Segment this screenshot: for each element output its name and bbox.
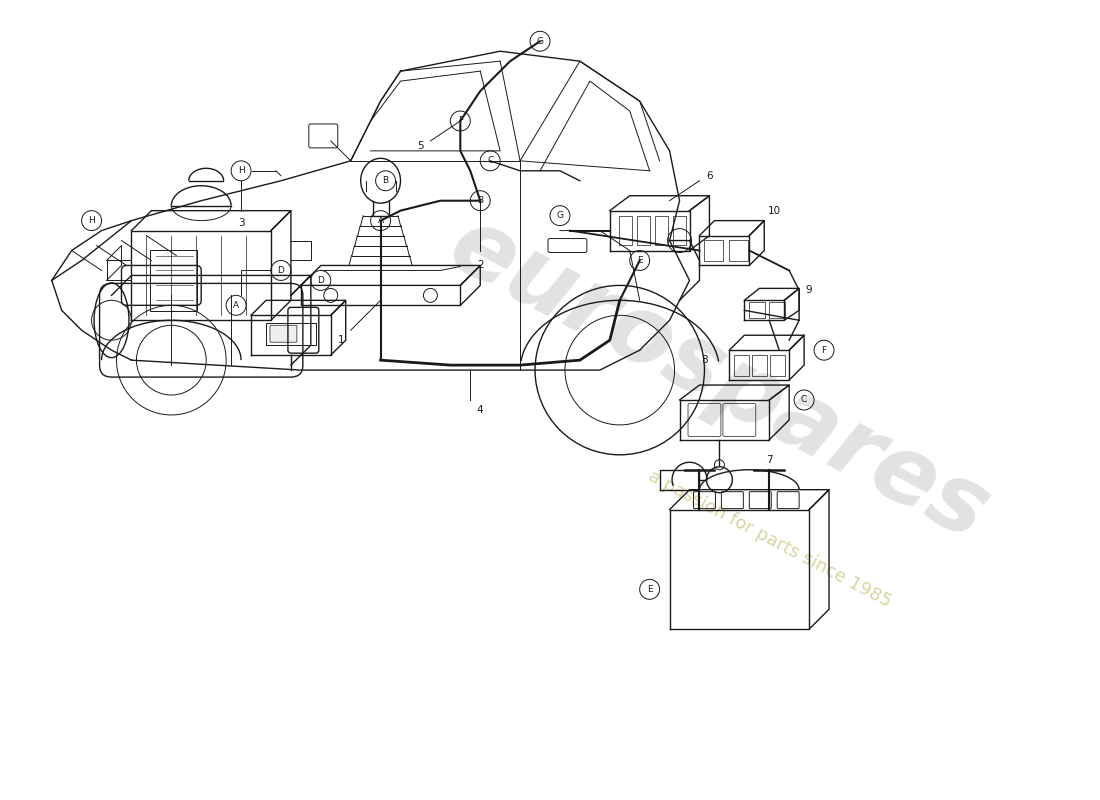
Text: a passion for parts since 1985: a passion for parts since 1985 (645, 467, 894, 611)
Text: 8: 8 (701, 355, 707, 365)
FancyBboxPatch shape (270, 326, 297, 342)
Text: H: H (88, 216, 95, 225)
Text: G: G (557, 211, 563, 220)
Text: H: H (238, 166, 244, 175)
Text: 4: 4 (477, 405, 484, 415)
Text: G: G (537, 37, 543, 46)
Text: A: A (377, 216, 384, 225)
Text: D: D (277, 266, 285, 275)
Text: 9: 9 (806, 286, 813, 295)
Text: F: F (822, 346, 826, 354)
Text: C: C (487, 156, 493, 166)
Text: E: E (647, 585, 652, 594)
Text: 7: 7 (766, 454, 772, 465)
Text: D: D (318, 276, 324, 285)
Text: 10: 10 (768, 206, 781, 216)
Text: 2: 2 (477, 261, 484, 270)
Text: F: F (458, 117, 463, 126)
Text: 5: 5 (417, 141, 424, 151)
Text: 1: 1 (338, 335, 344, 346)
Text: B: B (383, 176, 388, 186)
Text: E: E (637, 256, 642, 265)
Text: 6: 6 (706, 170, 713, 181)
Text: C: C (801, 395, 807, 405)
Text: 3: 3 (238, 218, 244, 228)
Text: B: B (477, 196, 483, 205)
Text: eurospares: eurospares (434, 199, 1004, 561)
Text: A: A (233, 301, 239, 310)
